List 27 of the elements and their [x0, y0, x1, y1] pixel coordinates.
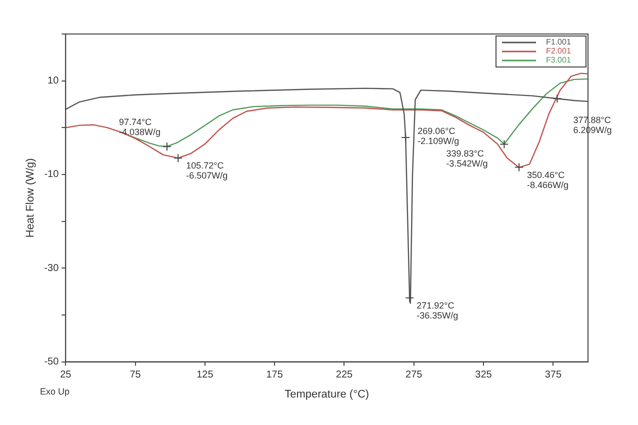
x-tick-label: 225	[336, 370, 354, 381]
annotation: 269.06°C -2.109W/g	[418, 126, 460, 146]
x-tick-label: 375	[544, 370, 562, 381]
legend-label: F3.001	[546, 56, 572, 65]
y-axis-title: Heat Flow (W/g)	[24, 158, 37, 238]
annotation: 105.72°C -6.507W/g	[186, 160, 228, 181]
point	[552, 94, 562, 104]
x-tick-label: 325	[475, 370, 492, 381]
annotation: 97.74°C -4.038W/g	[118, 117, 161, 138]
x-tick-label: 25	[60, 370, 72, 381]
text: Exo Up	[40, 386, 70, 396]
annotation: 350.46°C -8.466W/g	[526, 170, 569, 190]
point	[405, 293, 414, 302]
x-tick-label: 175	[266, 370, 284, 381]
legend-label: F2.001	[546, 46, 572, 56]
annotation: 339.83°C -3.542W/g	[446, 148, 488, 169]
x-tick-label: 125	[196, 370, 214, 381]
y-tick-label: -50	[44, 356, 60, 368]
x-tick-label: 275	[406, 370, 423, 381]
x-tick-label: 75	[130, 370, 142, 381]
annotation: 271.92°C -36.35W/g	[416, 300, 458, 320]
y-tick-label: -30	[44, 262, 60, 274]
point	[401, 133, 410, 142]
y-tick-label: 10	[48, 76, 60, 87]
x-axis-title: Temperature (°C)	[284, 388, 370, 400]
y-tick-label: -10	[44, 169, 60, 180]
legend-label: F1.001	[546, 38, 572, 47]
